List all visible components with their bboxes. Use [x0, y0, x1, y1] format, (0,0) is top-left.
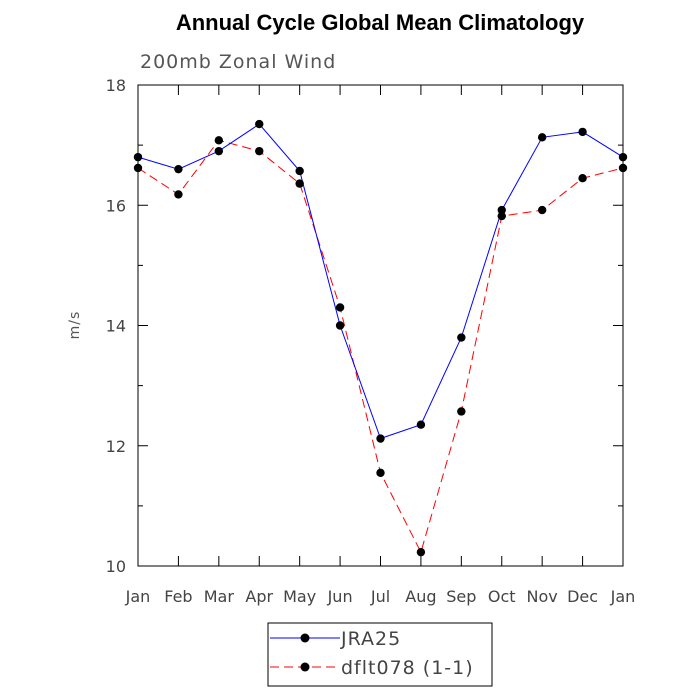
x-tick-label: Sep: [446, 587, 476, 606]
chart-title: Annual Cycle Global Mean Climatology: [176, 10, 585, 35]
data-point-series-0: [174, 164, 183, 174]
y-tick-label: 18: [106, 76, 126, 95]
series-layer: [133, 119, 628, 557]
data-point-series-1: [295, 179, 304, 188]
y-tick-label: 12: [106, 437, 126, 456]
x-tick-label: Jun: [327, 587, 353, 606]
data-point-series-0: [376, 434, 385, 443]
data-point-series-0: [255, 119, 264, 129]
chart-subtitle: 200mb Zonal Wind: [140, 51, 336, 73]
data-point-series-0: [618, 152, 628, 162]
data-point-series-1: [376, 468, 385, 478]
data-point-series-0: [133, 152, 143, 162]
x-tick-label: Jan: [125, 587, 151, 606]
data-point-series-1: [133, 163, 143, 173]
legend-label-dflt078: dflt078 (1-1): [341, 657, 474, 679]
legend-label-jra25: JRA25: [340, 628, 401, 650]
data-point-series-1: [214, 136, 224, 145]
y-tick-label: 16: [106, 196, 126, 215]
x-tick-label: Oct: [488, 587, 516, 606]
series-line-0: [137, 123, 624, 440]
data-point-series-1: [497, 211, 506, 221]
data-point-series-1: [457, 407, 466, 416]
x-tick-label: Feb: [164, 587, 192, 606]
y-tick-label: 14: [106, 317, 126, 336]
legend: JRA25 dflt078 (1-1): [267, 622, 493, 687]
data-point-series-1: [255, 146, 264, 156]
x-tick-label: Nov: [527, 587, 558, 606]
data-point-series-0: [416, 420, 426, 429]
x-tick-label: Apr: [245, 587, 273, 606]
x-tick-label: May: [283, 587, 316, 606]
x-tick-label: Jan: [610, 587, 636, 606]
data-point-series-0: [497, 205, 506, 215]
legend-marker-jra25: [300, 633, 310, 643]
x-tick-label: Aug: [405, 587, 436, 606]
data-point-series-0: [457, 333, 466, 342]
data-point-series-1: [335, 303, 345, 312]
x-tick-label: Jul: [370, 587, 390, 606]
x-tick-label: Mar: [204, 587, 235, 606]
data-point-series-1: [174, 190, 183, 199]
plot-frame: [137, 84, 624, 567]
y-tick-label: 10: [106, 557, 126, 576]
axis-ticks: Jan Feb Mar Apr May Jun Jul Aug Sep Oct Nov Dec Jan 1…: [106, 76, 636, 606]
data-point-series-1: [578, 173, 587, 183]
y-axis-label: m/s: [67, 311, 83, 340]
data-point-series-0: [537, 133, 547, 142]
data-point-series-1: [416, 547, 426, 557]
legend-box: [267, 622, 493, 687]
data-point-series-0: [214, 146, 224, 156]
data-point-series-1: [537, 205, 547, 215]
data-point-series-0: [578, 127, 587, 137]
data-point-series-0: [295, 166, 304, 176]
legend-marker-dflt078: [300, 662, 310, 672]
x-tick-label: Dec: [567, 587, 598, 606]
data-point-series-1: [618, 163, 628, 173]
data-point-series-0: [335, 321, 345, 330]
series-line-1: [137, 139, 624, 554]
